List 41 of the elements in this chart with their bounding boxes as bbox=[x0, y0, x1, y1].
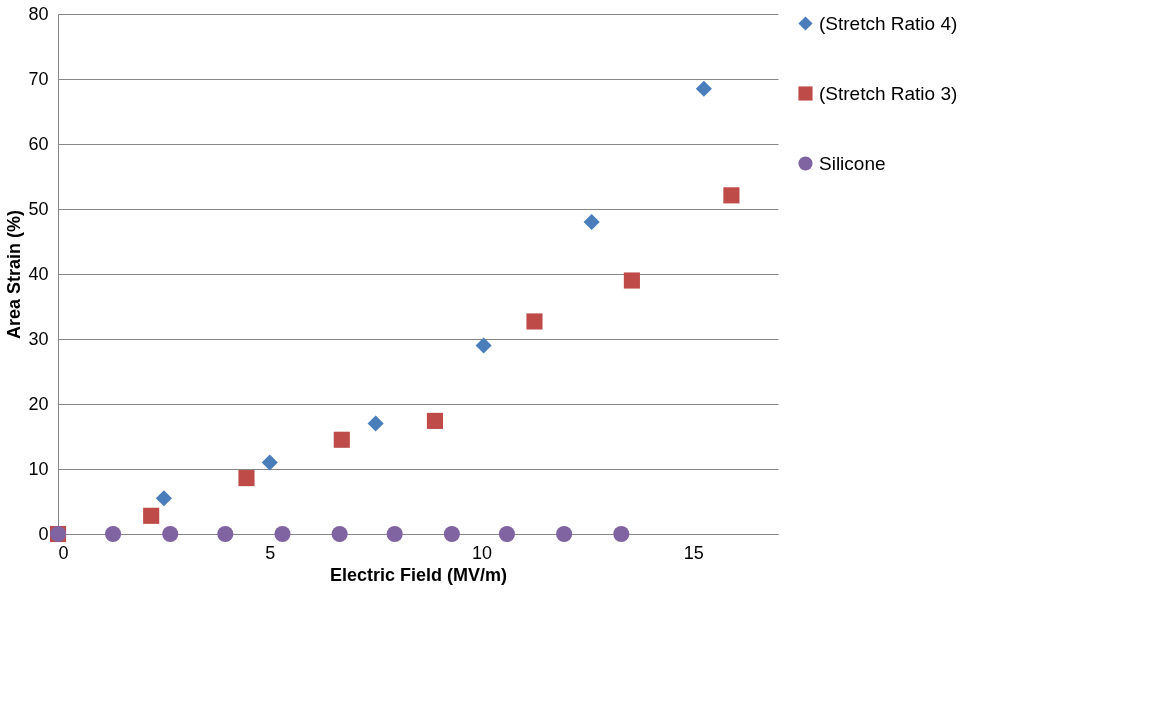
point bbox=[695, 80, 712, 97]
point bbox=[498, 525, 515, 543]
point bbox=[331, 525, 348, 543]
x-axis-title: Electric Field (MV/m) bbox=[329, 564, 508, 585]
point bbox=[426, 412, 443, 429]
legend-label: (Stretch Ratio 4) bbox=[819, 12, 958, 34]
y-tick-label: 10 bbox=[28, 458, 49, 479]
point bbox=[238, 470, 255, 487]
point bbox=[274, 525, 291, 543]
point bbox=[475, 337, 492, 354]
point bbox=[261, 454, 278, 471]
legend-label: (Stretch Ratio 3) bbox=[819, 82, 958, 104]
y-tick-label: 40 bbox=[28, 263, 49, 284]
y-tick-label: 30 bbox=[28, 328, 49, 349]
point bbox=[105, 525, 122, 543]
point bbox=[217, 525, 234, 543]
point bbox=[623, 272, 640, 289]
point bbox=[143, 507, 160, 524]
y-tick-label: 50 bbox=[28, 198, 49, 219]
point bbox=[556, 525, 573, 543]
point bbox=[386, 525, 403, 543]
y-tick-label: 0 bbox=[38, 523, 49, 544]
y-tick-label: 20 bbox=[28, 393, 49, 414]
point bbox=[723, 187, 740, 204]
point bbox=[155, 490, 172, 507]
point bbox=[583, 213, 600, 231]
y-axis-title: Area Strain (%) bbox=[4, 209, 25, 340]
point bbox=[526, 313, 543, 330]
point bbox=[162, 525, 179, 543]
point bbox=[367, 415, 384, 432]
x-tick-label: 5 bbox=[265, 542, 276, 563]
legend-label: Silicone bbox=[819, 152, 886, 174]
point bbox=[333, 431, 350, 448]
y-tick-label: 60 bbox=[28, 133, 49, 154]
y-tick-label: 70 bbox=[28, 68, 49, 89]
x-tick-label: 10 bbox=[472, 542, 493, 563]
x-tick-label: 15 bbox=[683, 542, 704, 563]
point bbox=[613, 525, 630, 543]
x-tick-label: 0 bbox=[58, 542, 69, 563]
point bbox=[443, 525, 460, 543]
y-tick-label: 80 bbox=[28, 3, 49, 24]
